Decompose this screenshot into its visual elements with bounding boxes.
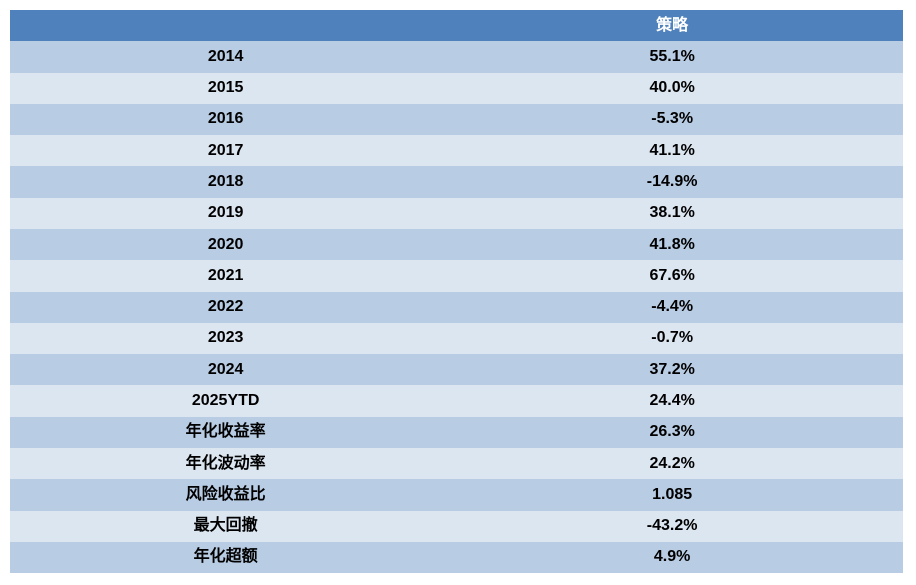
row-label-cell: 年化超额 — [193, 548, 258, 566]
row-value-cell: 38.1% — [649, 204, 695, 222]
table-row: 2015 40.0% — [10, 72, 903, 104]
row-label-cell: 2020 — [207, 235, 244, 253]
row-label-cell: 最大回撤 — [193, 517, 258, 535]
row-value-cell: 41.8% — [649, 235, 695, 253]
row-label-cell: 风险收益比 — [185, 485, 266, 503]
table-row: 2025YTD 24.4% — [10, 385, 903, 417]
table-row: 2018 -14.9% — [10, 166, 903, 198]
table-row: 年化波动率 24.2% — [10, 447, 903, 480]
row-value-cell: -43.2% — [646, 517, 698, 535]
table-row: 2019 38.1% — [10, 197, 903, 229]
row-label-cell: 2022 — [207, 298, 244, 316]
table-row: 2022 -4.4% — [10, 291, 903, 323]
table-row: 2020 41.8% — [10, 228, 903, 261]
row-value-cell: -4.4% — [651, 298, 694, 316]
row-value-cell: 24.4% — [649, 392, 695, 410]
table-header-row: 策略 — [10, 10, 903, 42]
row-label-cell: 2018 — [207, 173, 244, 191]
row-label-cell: 2021 — [207, 266, 244, 284]
row-label-cell: 年化波动率 — [185, 454, 266, 472]
row-value-cell: 24.2% — [649, 454, 695, 472]
row-label-cell: 2016 — [207, 110, 244, 128]
table-row: 2023 -0.7% — [10, 322, 903, 355]
row-value-cell: 1.085 — [652, 485, 693, 503]
table-row: 2014 55.1% — [10, 41, 903, 73]
row-value-cell: 55.1% — [649, 47, 695, 65]
table-row: 风险收益比 1.085 — [10, 479, 903, 511]
table-row: 2024 37.2% — [10, 354, 903, 386]
table-row: 2017 41.1% — [10, 135, 903, 167]
row-value-cell: 26.3% — [649, 423, 695, 441]
table-row: 2016 -5.3% — [10, 103, 903, 136]
row-label-cell: 2024 — [207, 360, 244, 378]
row-value-cell: 4.9% — [653, 548, 691, 566]
row-label-cell: 2019 — [207, 204, 244, 222]
table-row: 年化收益率 26.3% — [10, 416, 903, 448]
header-label-cell — [10, 10, 441, 41]
row-value-cell: -5.3% — [651, 110, 694, 128]
row-value-cell: 67.6% — [649, 266, 695, 284]
row-value-cell: -14.9% — [646, 173, 698, 191]
header-strategy-cell: 策略 — [656, 16, 689, 34]
row-value-cell: -0.7% — [651, 329, 694, 347]
row-value-cell: 37.2% — [649, 360, 695, 378]
table-row: 年化超额 4.9% — [10, 541, 903, 574]
row-label-cell: 2014 — [207, 47, 244, 65]
row-value-cell: 41.1% — [649, 141, 695, 159]
row-value-cell: 40.0% — [649, 79, 695, 97]
performance-table: 策略 2014 55.1% 2015 40.0% 2016 -5.3% 2017… — [10, 10, 903, 574]
table-row: 最大回撤 -43.2% — [10, 510, 903, 542]
row-label-cell: 2017 — [207, 141, 244, 159]
row-label-cell: 2015 — [207, 79, 244, 97]
row-label-cell: 年化收益率 — [185, 423, 266, 441]
table-row: 2021 67.6% — [10, 260, 903, 292]
row-label-cell: 2023 — [207, 329, 244, 347]
row-label-cell: 2025YTD — [191, 392, 260, 410]
